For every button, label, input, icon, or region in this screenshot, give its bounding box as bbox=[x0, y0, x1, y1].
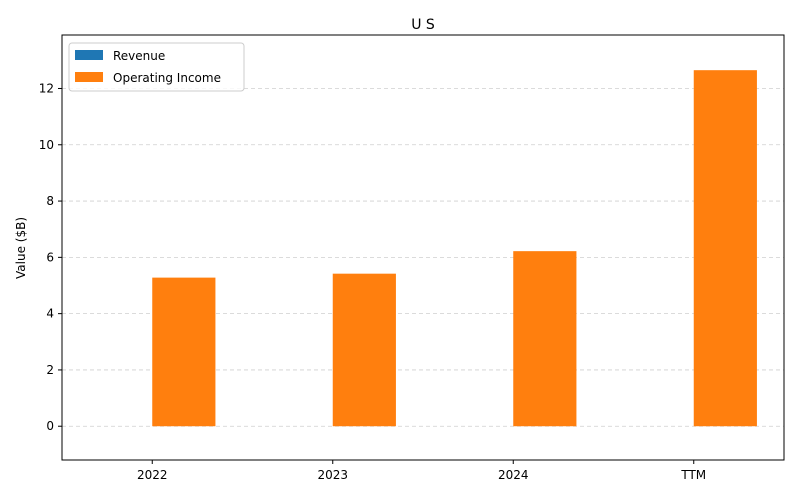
plot-area-frame bbox=[61, 34, 785, 461]
bar-operating-income-ttm bbox=[693, 70, 757, 427]
legend-label: Revenue bbox=[113, 49, 165, 63]
chart-title: U S bbox=[411, 17, 435, 33]
y-tick-label: 4 bbox=[46, 307, 54, 321]
legend-swatch-operating-income bbox=[75, 72, 103, 82]
legend-frame bbox=[68, 42, 245, 92]
x-tick-label: 2024 bbox=[498, 468, 529, 482]
y-tick-label: 8 bbox=[46, 194, 54, 208]
x-tick-label: TTM bbox=[680, 468, 706, 482]
x-tick-label: 2022 bbox=[137, 468, 168, 482]
x-axis: 2022 2023 2024 TTM bbox=[137, 460, 706, 482]
legend: Revenue Operating Income bbox=[68, 42, 245, 92]
legend-label: Operating Income bbox=[113, 71, 221, 85]
bar-operating-income-2022 bbox=[152, 277, 216, 427]
y-tick-label: 12 bbox=[39, 81, 54, 95]
y-tick-label: 2 bbox=[46, 363, 54, 377]
x-tick-label: 2023 bbox=[317, 468, 348, 482]
y-axis: 0 2 4 6 8 10 12 bbox=[39, 81, 62, 433]
legend-swatch-revenue bbox=[75, 50, 103, 60]
y-tick-label: 0 bbox=[46, 419, 54, 433]
bar-operating-income-2023 bbox=[332, 273, 396, 427]
bar-operating-income-2024 bbox=[513, 251, 577, 427]
y-tick-label: 6 bbox=[46, 250, 54, 264]
y-axis-title: Value ($B) bbox=[14, 217, 28, 279]
bars bbox=[152, 70, 757, 427]
y-tick-label: 10 bbox=[39, 138, 54, 152]
